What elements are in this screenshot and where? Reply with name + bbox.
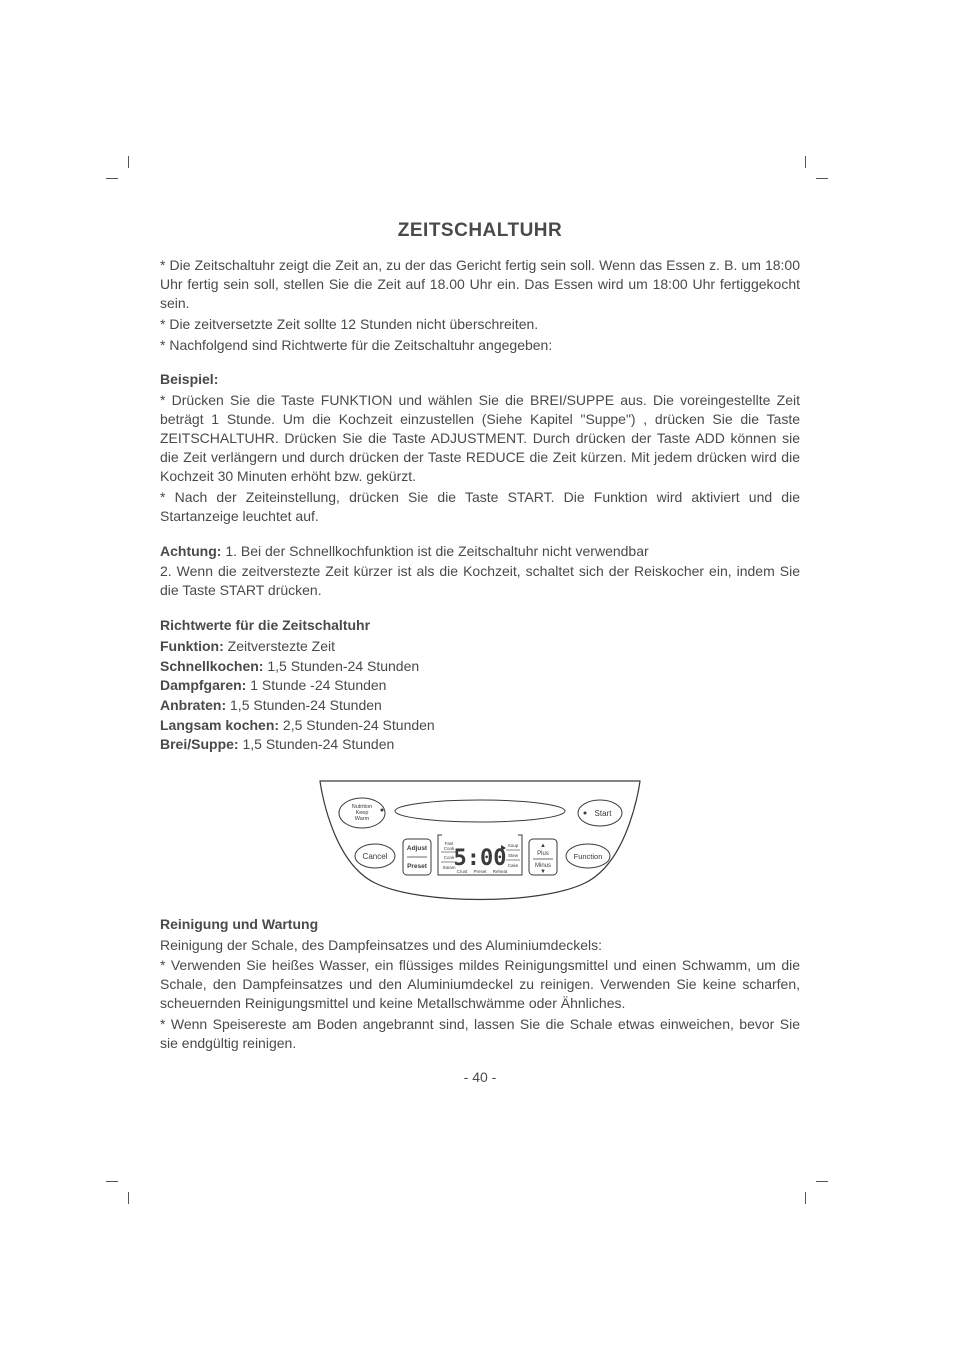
example-label: Beispiel:	[160, 370, 800, 389]
plus-label: Plus	[537, 851, 549, 857]
richtwerte-row: Funktion: Zeitverstezte Zeit	[160, 637, 800, 657]
richtwerte-value: 2,5 Stunden-24 Stunden	[279, 717, 435, 733]
svg-text:Soup: Soup	[508, 843, 519, 848]
richtwerte-key: Brei/Suppe:	[160, 736, 239, 752]
svg-text:Preset: Preset	[473, 869, 487, 874]
richtwerte-value: 1,5 Stunden-24 Stunden	[239, 736, 395, 752]
function-label: Function	[574, 852, 603, 861]
page-title: ZEITSCHALTUHR	[160, 220, 800, 242]
richtwerte-key: Langsam kochen:	[160, 717, 279, 733]
display-time: 5:00	[454, 846, 507, 871]
richtwerte-key: Anbraten:	[160, 697, 226, 713]
svg-text:▲: ▲	[540, 843, 546, 849]
page-content: ZEITSCHALTUHR * Die Zeitschaltuhr zeigt …	[160, 220, 800, 1085]
achtung-line1: Achtung: 1. Bei der Schnellkochfunktion …	[160, 542, 800, 561]
svg-text:Cake: Cake	[508, 863, 519, 868]
richtwerte-row: Langsam kochen: 2,5 Stunden-24 Stunden	[160, 716, 800, 736]
richtwerte-row: Brei/Suppe: 1,5 Stunden-24 Stunden	[160, 735, 800, 755]
intro-p2: * Die zeitversetzte Zeit sollte 12 Stund…	[160, 315, 800, 334]
example-p1: * Drücken Sie die Taste FUNKTION und wäh…	[160, 391, 800, 485]
preset-label: Preset	[407, 863, 428, 870]
example-block: Beispiel: * Drücken Sie die Taste FUNKTI…	[160, 370, 800, 525]
richtwerte-row: Anbraten: 1,5 Stunden-24 Stunden	[160, 696, 800, 716]
reinigung-block: Reinigung und Wartung Reinigung der Scha…	[160, 915, 800, 1053]
reinigung-p1: * Verwenden Sie heißes Wasser, ein flüss…	[160, 956, 800, 1013]
crop-mark-br	[796, 1172, 814, 1190]
achtung-p2: 2. Wenn die zeitverstezte Zeit kürzer is…	[160, 562, 800, 600]
richtwerte-heading: Richtwerte für die Zeitschaltuhr	[160, 616, 800, 635]
richtwerte-row: Schnellkochen: 1,5 Stunden-24 Stunden	[160, 657, 800, 677]
reinigung-heading: Reinigung und Wartung	[160, 915, 800, 934]
richtwerte-value: 1,5 Stunden-24 Stunden	[226, 697, 382, 713]
control-panel-icon: Nutrition Keep Warm Start Cancel Functio…	[310, 771, 650, 901]
crop-mark-tr	[796, 170, 814, 188]
richtwerte-row: Dampfgaren: 1 Stunde -24 Stunden	[160, 676, 800, 696]
intro-p3: * Nachfolgend sind Richtwerte für die Ze…	[160, 336, 800, 355]
svg-text:Crust: Crust	[457, 869, 469, 874]
svg-text:Warm: Warm	[355, 816, 370, 822]
example-p2: * Nach der Zeiteinstellung, drücken Sie …	[160, 488, 800, 526]
achtung-text: 1. Bei der Schnellkochfunktion ist die Z…	[221, 543, 648, 559]
richtwerte-value: 1,5 Stunden-24 Stunden	[263, 658, 419, 674]
reinigung-p2: * Wenn Speisereste am Boden angebrannt s…	[160, 1015, 800, 1053]
start-label: Start	[595, 809, 613, 818]
intro-block: * Die Zeitschaltuhr zeigt die Zeit an, z…	[160, 256, 800, 354]
intro-p1: * Die Zeitschaltuhr zeigt die Zeit an, z…	[160, 256, 800, 313]
richtwerte-key: Schnellkochen:	[160, 658, 263, 674]
adjust-label: Adjust	[407, 845, 428, 852]
reinigung-sub: Reinigung der Schale, des Dampfeinsatzes…	[160, 936, 800, 955]
richtwerte-value: 1 Stunde -24 Stunden	[246, 677, 386, 693]
crop-mark-bl	[120, 1172, 138, 1190]
crop-mark-tl	[120, 170, 138, 188]
richtwerte-key: Funktion:	[160, 638, 224, 654]
richtwerte-key: Dampfgaren:	[160, 677, 246, 693]
richtwerte-value: Zeitverstezte Zeit	[224, 638, 335, 654]
page-number: - 40 -	[160, 1069, 800, 1085]
svg-text:Stew: Stew	[508, 853, 519, 858]
control-panel-figure: Nutrition Keep Warm Start Cancel Functio…	[160, 771, 800, 901]
achtung-label: Achtung:	[160, 543, 221, 559]
cancel-label: Cancel	[363, 852, 388, 861]
achtung-block: Achtung: 1. Bei der Schnellkochfunktion …	[160, 542, 800, 601]
svg-text:Reheat: Reheat	[493, 869, 508, 874]
svg-text:▼: ▼	[540, 869, 546, 875]
richtwerte-block: Richtwerte für die Zeitschaltuhr Funktio…	[160, 616, 800, 754]
